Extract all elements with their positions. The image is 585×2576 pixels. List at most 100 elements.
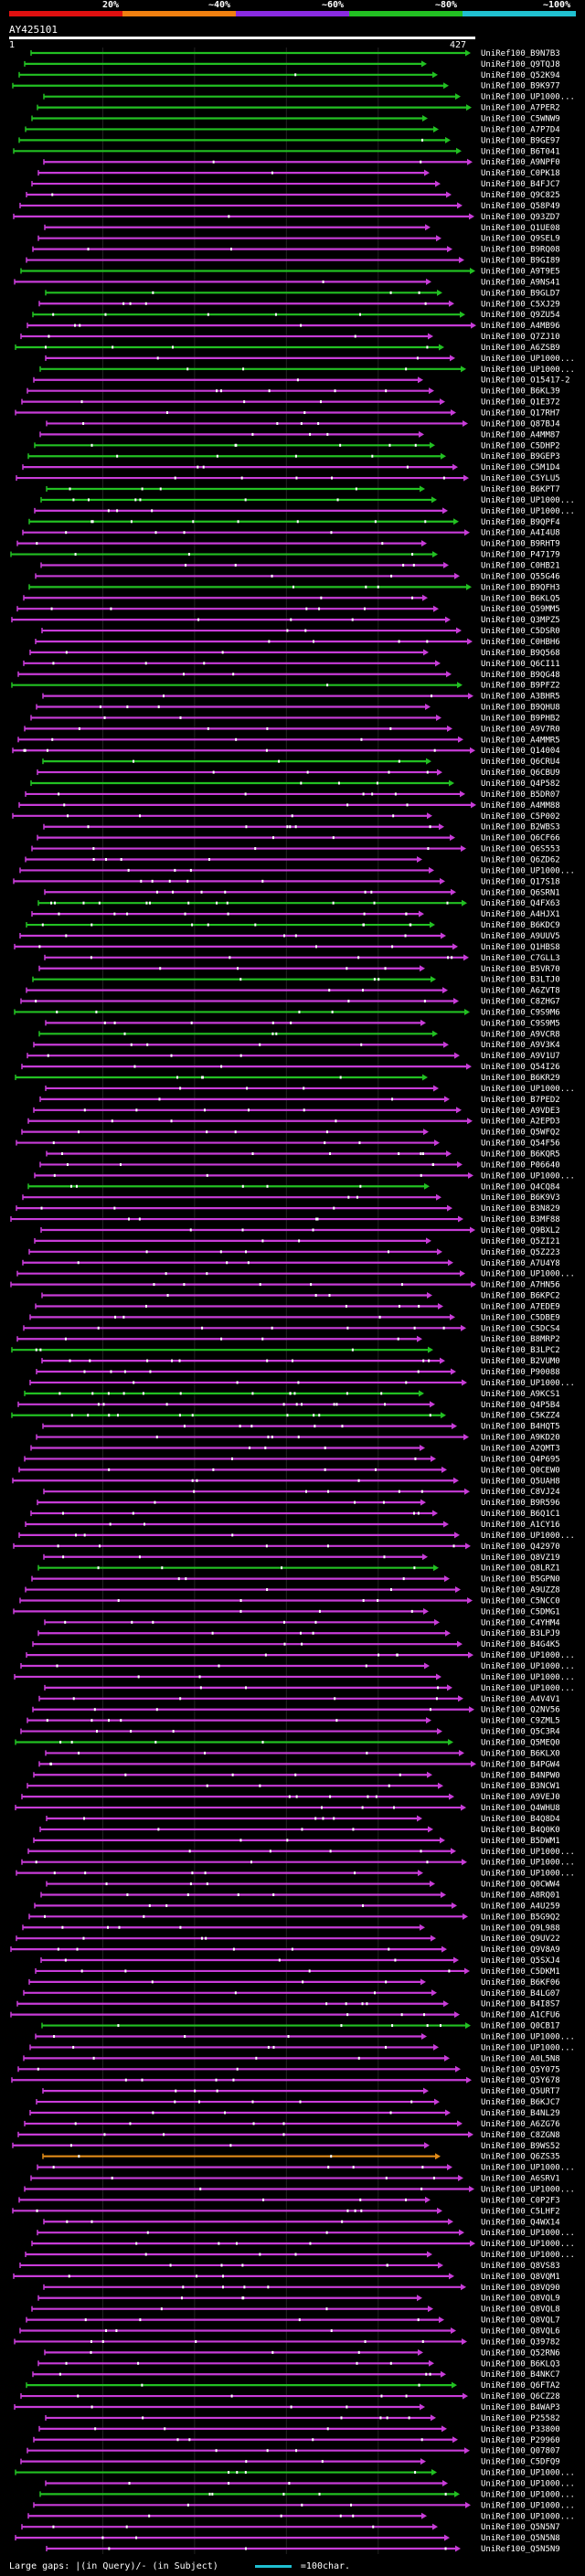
hit-label[interactable]: UniRef100_UP1000... xyxy=(481,1684,575,1693)
hit-label[interactable]: UniRef100_UP1000... xyxy=(481,2164,575,2173)
hit-row[interactable]: UniRef100_A1CFU6 xyxy=(10,2011,560,2020)
hit-label[interactable]: UniRef100_B9N7B3 xyxy=(481,49,560,58)
hit-label[interactable]: UniRef100_Q5URT7 xyxy=(481,2087,560,2096)
hit-row[interactable]: UniRef100_UP1000... xyxy=(44,1684,575,1693)
hit-row[interactable]: UniRef100_B4Q8D4 xyxy=(46,1815,560,1824)
hit-row[interactable]: UniRef100_A7PER2 xyxy=(37,104,560,113)
hit-row[interactable]: UniRef100_Q55G46 xyxy=(35,572,560,581)
hit-row[interactable]: UniRef100_B4LG07 xyxy=(23,1989,560,1998)
hit-row[interactable]: UniRef100_C5DMG1 xyxy=(13,1607,560,1617)
hit-label[interactable]: UniRef100_B5DWM1 xyxy=(481,1837,560,1846)
hit-label[interactable]: UniRef100_C5M1D4 xyxy=(481,463,560,472)
hit-label[interactable]: UniRef100_UP1000... xyxy=(481,866,575,875)
hit-row[interactable]: UniRef100_Q54I26 xyxy=(21,1063,560,1072)
hit-label[interactable]: UniRef100_C4YHM4 xyxy=(481,1618,560,1627)
hit-row[interactable]: UniRef100_B9GI89 xyxy=(26,257,560,266)
hit-label[interactable]: UniRef100_B9PHB2 xyxy=(481,714,560,723)
hit-label[interactable]: UniRef100_A9VDE3 xyxy=(481,1107,560,1116)
hit-label[interactable]: UniRef100_Q5UAH8 xyxy=(481,1477,560,1486)
hit-row[interactable]: UniRef100_B5DWM1 xyxy=(33,1837,560,1846)
hit-row[interactable]: UniRef100_B6KPT7 xyxy=(46,485,560,494)
hit-row[interactable]: UniRef100_UP1000... xyxy=(31,2240,575,2249)
hit-row[interactable]: UniRef100_Q6ZD62 xyxy=(25,855,560,864)
hit-row[interactable]: UniRef100_Q9SEL9 xyxy=(37,235,560,244)
hit-row[interactable]: UniRef100_B9GLD7 xyxy=(45,289,560,298)
hit-label[interactable]: UniRef100_UP1000... xyxy=(481,2469,575,2478)
hit-label[interactable]: UniRef100_B6KF06 xyxy=(481,1978,560,1988)
hit-row[interactable]: UniRef100_A9KD20 xyxy=(36,1434,560,1443)
hit-row[interactable]: UniRef100_Q5UAH8 xyxy=(12,1477,560,1486)
hit-label[interactable]: UniRef100_C5YLU5 xyxy=(481,474,560,483)
hit-label[interactable]: UniRef100_Q0CWW4 xyxy=(481,1881,560,1890)
hit-label[interactable]: UniRef100_UP1000... xyxy=(481,1171,575,1181)
hit-label[interactable]: UniRef100_UP1000... xyxy=(481,2512,575,2521)
hit-label[interactable]: UniRef100_A9KCS1 xyxy=(481,1390,560,1399)
hit-row[interactable]: UniRef100_Q54F56 xyxy=(16,1140,560,1149)
hit-label[interactable]: UniRef100_B4I8S7 xyxy=(481,2000,560,2009)
hit-row[interactable]: UniRef100_B5GPN0 xyxy=(31,1575,560,1585)
hit-row[interactable]: UniRef100_Q5N5N9 xyxy=(46,2545,560,2554)
hit-row[interactable]: UniRef100_Q9TQJ8 xyxy=(24,60,560,69)
hit-label[interactable]: UniRef100_UP1000... xyxy=(481,1859,575,1868)
hit-row[interactable]: UniRef100_Q6SRN1 xyxy=(44,888,560,897)
hit-row[interactable]: UniRef100_B3LPC2 xyxy=(11,1346,560,1355)
hit-label[interactable]: UniRef100_UP1000... xyxy=(481,2229,575,2238)
hit-label[interactable]: UniRef100_B9QPF4 xyxy=(481,518,560,527)
hit-row[interactable]: UniRef100_C5LHF2 xyxy=(12,2207,560,2216)
hit-row[interactable]: UniRef100_P06640 xyxy=(39,1161,560,1170)
hit-label[interactable]: UniRef100_A9UUV5 xyxy=(481,932,560,941)
hit-label[interactable]: UniRef100_UP1000... xyxy=(481,1651,575,1660)
hit-label[interactable]: UniRef100_Q59MM5 xyxy=(481,605,560,614)
hit-row[interactable]: UniRef100_UP1000... xyxy=(37,2229,575,2238)
hit-label[interactable]: UniRef100_B9WS52 xyxy=(481,2142,560,2151)
hit-label[interactable]: UniRef100_B4Q8D4 xyxy=(481,1815,560,1824)
hit-row[interactable]: UniRef100_A9V1U7 xyxy=(27,1052,560,1061)
hit-row[interactable]: UniRef100_Q4CQ84 xyxy=(27,1182,560,1192)
hit-label[interactable]: UniRef100_Q5ZI21 xyxy=(481,1237,560,1246)
hit-label[interactable]: UniRef100_C8ZHG7 xyxy=(481,998,560,1007)
hit-row[interactable]: UniRef100_C5KZZ4 xyxy=(11,1412,560,1421)
hit-label[interactable]: UniRef100_Q17RH7 xyxy=(481,409,560,419)
hit-row[interactable]: UniRef100_B4I8S7 xyxy=(16,2000,560,2009)
hit-row[interactable]: UniRef100_C9ZML5 xyxy=(27,1717,560,1726)
hit-row[interactable]: UniRef100_B9PHB2 xyxy=(30,714,560,723)
hit-label[interactable]: UniRef100_UP1000... xyxy=(481,2490,575,2499)
hit-label[interactable]: UniRef100_UP1000... xyxy=(481,1085,575,1094)
hit-label[interactable]: UniRef100_Q5N5N9 xyxy=(481,2545,560,2554)
hit-label[interactable]: UniRef100_C5DCS4 xyxy=(481,1324,560,1333)
hit-label[interactable]: UniRef100_A9UZZ8 xyxy=(481,1586,560,1595)
hit-label[interactable]: UniRef100_Q4CQ84 xyxy=(481,1182,560,1192)
hit-row[interactable]: UniRef100_B9WS52 xyxy=(12,2142,560,2151)
hit-row[interactable]: UniRef100_B2VUM0 xyxy=(41,1357,560,1366)
hit-label[interactable]: UniRef100_B9Q568 xyxy=(481,649,560,658)
hit-label[interactable]: UniRef100_C5DFQ9 xyxy=(481,2458,560,2467)
hit-label[interactable]: UniRef100_Q4WX14 xyxy=(481,2218,560,2227)
hit-label[interactable]: UniRef100_B3LPC2 xyxy=(481,1346,560,1355)
hit-label[interactable]: UniRef100_Q9SEL9 xyxy=(481,235,560,244)
hit-row[interactable]: UniRef100_Q9L988 xyxy=(22,1924,560,1933)
hit-label[interactable]: UniRef100_A9V1U7 xyxy=(481,1052,560,1061)
hit-row[interactable]: UniRef100_A6ZG76 xyxy=(24,2120,560,2129)
hit-label[interactable]: UniRef100_Q54I26 xyxy=(481,1063,560,1072)
hit-label[interactable]: UniRef100_A4MMR5 xyxy=(481,736,560,745)
hit-row[interactable]: UniRef100_Q0CB17 xyxy=(41,2022,560,2031)
hit-row[interactable]: UniRef100_UP1000... xyxy=(20,1662,575,1671)
hit-label[interactable]: UniRef100_B4WAP3 xyxy=(481,2403,560,2412)
hit-row[interactable]: UniRef100_C8ZHG7 xyxy=(20,998,560,1007)
hit-label[interactable]: UniRef100_A7PER2 xyxy=(481,104,560,113)
hit-label[interactable]: UniRef100_B3LPJ9 xyxy=(481,1629,560,1638)
hit-row[interactable]: UniRef100_Q07807 xyxy=(27,2447,560,2456)
hit-row[interactable]: UniRef100_A6SRV1 xyxy=(30,2175,560,2184)
hit-label[interactable]: UniRef100_C8VJ24 xyxy=(481,1488,560,1497)
hit-row[interactable]: UniRef100_B5VR70 xyxy=(38,965,560,974)
hit-row[interactable]: UniRef100_B4WAP3 xyxy=(14,2403,560,2412)
hit-label[interactable]: UniRef100_B4NPW0 xyxy=(481,1771,560,1780)
hit-label[interactable]: UniRef100_B5GPN0 xyxy=(481,1575,560,1585)
hit-label[interactable]: UniRef100_B9R596 xyxy=(481,1499,560,1508)
hit-label[interactable]: UniRef100_A4MM88 xyxy=(481,801,560,811)
hit-row[interactable]: UniRef100_Q52K94 xyxy=(18,71,560,80)
hit-label[interactable]: UniRef100_B9RHT9 xyxy=(481,540,560,549)
hit-label[interactable]: UniRef100_C0PK18 xyxy=(481,169,560,178)
hit-row[interactable]: UniRef100_Q5Y678 xyxy=(11,2076,560,2085)
hit-label[interactable]: UniRef100_B4NKC7 xyxy=(481,2370,560,2380)
